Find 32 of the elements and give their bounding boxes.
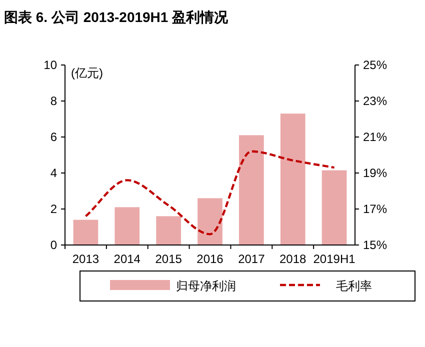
bar bbox=[198, 198, 222, 245]
x-tick-label: 2013 bbox=[72, 252, 100, 266]
y2-tick-label: 19% bbox=[363, 166, 388, 180]
chart-title: 图表 6. 公司 2013-2019H1 盈利情况 bbox=[4, 9, 230, 25]
x-tick-label: 2014 bbox=[114, 252, 141, 266]
y-axis-title: (亿元) bbox=[71, 66, 103, 80]
legend-label: 毛利率 bbox=[336, 279, 372, 293]
y-tick-label: 0 bbox=[50, 238, 58, 252]
legend-label: 归母净利润 bbox=[176, 279, 236, 293]
y2-tick-label: 17% bbox=[363, 202, 388, 216]
bar bbox=[239, 135, 264, 245]
legend: 归母净利润 bbox=[110, 279, 236, 293]
x-tick-label: 2016 bbox=[196, 252, 224, 266]
y2-tick-label: 25% bbox=[363, 58, 388, 72]
bar bbox=[322, 170, 347, 245]
x-tick-label: 2015 bbox=[155, 252, 182, 266]
x-tick-label: 2018 bbox=[280, 252, 307, 266]
y-tick-label: 10 bbox=[44, 58, 58, 72]
x-tick-label: 2019H1 bbox=[313, 252, 356, 266]
y2-tick-label: 23% bbox=[363, 94, 388, 108]
y-tick-label: 4 bbox=[50, 166, 58, 180]
bar bbox=[280, 114, 306, 245]
y2-tick-label: 21% bbox=[363, 130, 388, 144]
bar bbox=[156, 216, 181, 245]
y-tick-label: 8 bbox=[50, 94, 58, 108]
y-tick-label: 6 bbox=[50, 130, 58, 144]
y-tick-label: 2 bbox=[50, 202, 58, 216]
bar bbox=[114, 207, 140, 245]
legend: 毛利率 bbox=[280, 279, 372, 293]
y2-tick-label: 15% bbox=[363, 238, 388, 252]
bar bbox=[73, 220, 98, 245]
x-tick-label: 2017 bbox=[238, 252, 266, 266]
